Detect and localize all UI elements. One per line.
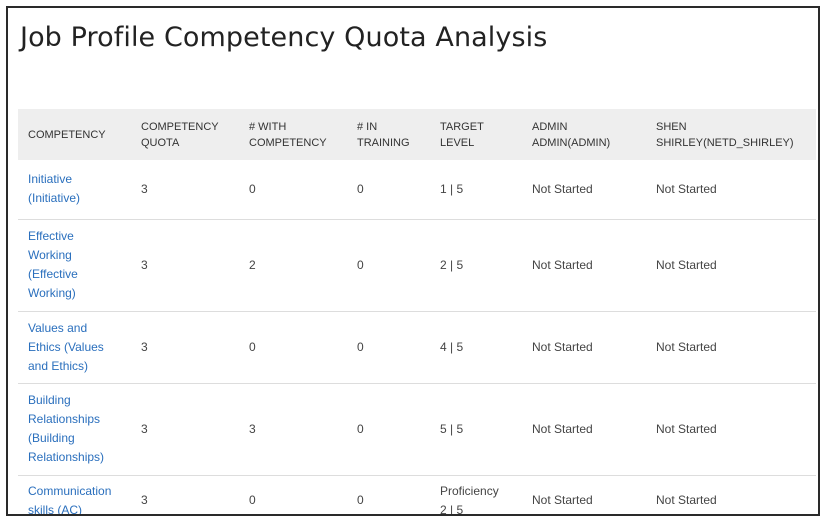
target-level-cell: 5 | 5 — [430, 383, 522, 476]
header-label: TARGET — [440, 120, 484, 133]
admin-status-cell: Not Started — [522, 383, 646, 476]
header-with-competency[interactable]: # WITH COMPETENCY — [239, 109, 347, 160]
quota-cell: 3 — [131, 383, 239, 476]
header-target-level[interactable]: TARGET LEVEL — [430, 109, 522, 160]
quota-table: COMPETENCY COMPETENCY QUOTA # WITH COMPE… — [18, 109, 816, 516]
header-in-training[interactable]: # IN TRAINING — [347, 109, 430, 160]
target-level-cell: 1 | 5 — [430, 160, 522, 220]
quota-cell: 3 — [141, 493, 148, 508]
header-label: SHIRLEY(NETD_SHIRLEY) — [656, 136, 794, 149]
in-training-cell: 0 — [347, 383, 430, 476]
header-label: ADMIN — [532, 120, 568, 133]
in-training-cell: 0 — [347, 219, 430, 312]
shen-status-cell: Not Started — [646, 219, 816, 312]
admin-status-cell: Not Started — [532, 493, 593, 508]
admin-status-cell: Not Started — [522, 160, 646, 220]
competency-cell: Building Relationships (Building Relatio… — [18, 383, 131, 476]
with-competency-cell: 0 — [249, 493, 256, 508]
target-level-cell: 2 | 5 — [430, 219, 522, 312]
with-competency-cell: 2 — [239, 219, 347, 312]
header-label: COMPETENCY — [141, 120, 219, 133]
page-title: Job Profile Competency Quota Analysis — [20, 22, 548, 53]
header-competency-quota[interactable]: COMPETENCY QUOTA — [131, 109, 239, 160]
header-label: LEVEL — [440, 136, 475, 149]
table-row: Communication skills (AC) 3 0 0 Proficie… — [18, 475, 816, 516]
header-label: QUOTA — [141, 136, 180, 149]
competency-link[interactable]: Values and Ethics (Values and Ethics) — [28, 320, 104, 373]
header-label: # WITH — [249, 120, 287, 133]
in-training-cell: 0 — [347, 311, 430, 384]
admin-status-cell: Not Started — [522, 219, 646, 312]
competency-cell: Communication skills (AC) — [18, 475, 131, 516]
header-label: SHEN — [656, 120, 687, 133]
in-training-cell: 0 — [347, 160, 430, 220]
table-row: Building Relationships (Building Relatio… — [18, 383, 816, 476]
shen-status-cell: Not Started — [646, 311, 816, 384]
shen-status-cell: Not Started — [646, 383, 816, 476]
competency-cell: Values and Ethics (Values and Ethics) — [18, 311, 131, 384]
quota-cell: 3 — [131, 311, 239, 384]
header-label: ADMIN(ADMIN) — [532, 136, 611, 149]
header-admin[interactable]: ADMIN ADMIN(ADMIN) — [522, 109, 646, 160]
table-header: COMPETENCY COMPETENCY QUOTA # WITH COMPE… — [18, 109, 816, 160]
header-label: # IN — [357, 120, 378, 133]
quota-cell: 3 — [131, 160, 239, 220]
competency-link[interactable]: Initiative (Initiative) — [28, 172, 81, 206]
target-level-cell: 4 | 5 — [430, 311, 522, 384]
header-label: COMPETENCY — [28, 128, 106, 141]
competency-link[interactable]: Building Relationships (Building Relatio… — [28, 393, 105, 464]
in-training-cell: 0 — [357, 493, 364, 508]
competency-cell: Initiative (Initiative) — [18, 160, 131, 220]
admin-status-cell: Not Started — [522, 311, 646, 384]
with-competency-cell: 0 — [239, 160, 347, 220]
header-shen[interactable]: SHEN SHIRLEY(NETD_SHIRLEY) — [646, 109, 816, 160]
competency-link[interactable]: Communication skills (AC) — [28, 483, 112, 516]
quota-cell: 3 — [131, 219, 239, 312]
with-competency-cell: 3 — [239, 383, 347, 476]
shen-status-cell: Not Started — [656, 493, 717, 508]
table-body: Initiative (Initiative) 3 0 0 1 | 5 Not … — [18, 160, 816, 516]
competency-link[interactable]: Effective Working (Effective Working) — [28, 229, 78, 300]
table-row: Values and Ethics (Values and Ethics) 3 … — [18, 311, 816, 384]
table-row: Effective Working (Effective Working) 3 … — [18, 219, 816, 312]
report-panel: Job Profile Competency Quota Analysis CO… — [6, 6, 820, 516]
with-competency-cell: 0 — [239, 311, 347, 384]
header-row: COMPETENCY COMPETENCY QUOTA # WITH COMPE… — [18, 109, 816, 160]
header-competency[interactable]: COMPETENCY — [18, 109, 131, 160]
shen-status-cell: Not Started — [646, 160, 816, 220]
competency-cell: Effective Working (Effective Working) — [18, 219, 131, 312]
header-label: TRAINING — [357, 136, 410, 149]
target-level-cell: Proficiency 2 | 5 — [440, 483, 499, 516]
header-label: COMPETENCY — [249, 136, 327, 149]
table-row: Initiative (Initiative) 3 0 0 1 | 5 Not … — [18, 160, 816, 220]
